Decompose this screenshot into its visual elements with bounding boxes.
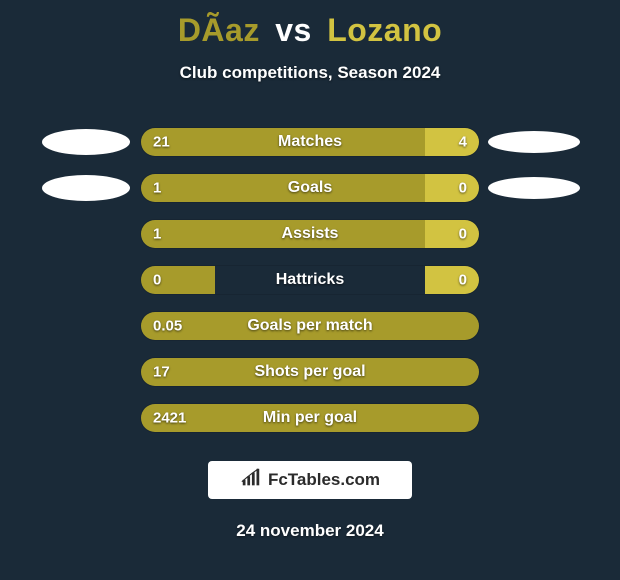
bar-right-fill [425,174,479,202]
stat-row: 2421Min per goal [0,395,620,441]
subtitle: Club competitions, Season 2024 [0,63,620,83]
bar-fill [141,358,479,386]
player2-name: Lozano [327,12,442,48]
vs-label: vs [275,12,312,48]
stat-row: 00Hattricks [0,257,620,303]
stat-bar: 00Hattricks [140,265,480,295]
branding-badge: FcTables.com [208,461,412,499]
comparison-card: DÃ­az vs Lozano Club competitions, Seaso… [0,0,620,580]
footer-date: 24 november 2024 [0,521,620,541]
player1-logo [36,173,136,203]
bar-chart-icon [240,467,262,494]
stat-bar: 10Assists [140,219,480,249]
player1-name: DÃ­az [178,12,260,48]
team-logo-placeholder [42,175,130,201]
player2-logo [484,127,584,157]
player1-logo [36,127,136,157]
page-title: DÃ­az vs Lozano [0,12,620,49]
bar-left-fill [141,220,425,248]
player2-logo [484,173,584,203]
stat-row: 0.05Goals per match [0,303,620,349]
bar-fill [141,404,479,432]
bar-right-fill [425,266,479,294]
bar-fill [141,312,479,340]
bar-left-fill [141,174,425,202]
stat-bar: 17Shots per goal [140,357,480,387]
stat-bar: 214Matches [140,127,480,157]
stat-bar: 10Goals [140,173,480,203]
bar-right-fill [425,220,479,248]
branding-text: FcTables.com [268,470,380,490]
team-logo-placeholder [488,177,580,199]
stat-row: 17Shots per goal [0,349,620,395]
bar-right-fill [425,128,479,156]
stats-chart: 214Matches 10Goals 10Assists 00Hattricks 0.0… [0,119,620,441]
bar-left-fill [141,128,425,156]
stat-row: 214Matches [0,119,620,165]
stat-bar: 2421Min per goal [140,403,480,433]
stat-row: 10Goals [0,165,620,211]
team-logo-placeholder [42,129,130,155]
team-logo-placeholder [488,131,580,153]
bar-left-fill [141,266,215,294]
branding-inner: FcTables.com [240,467,380,494]
stat-row: 10Assists [0,211,620,257]
stat-bar: 0.05Goals per match [140,311,480,341]
